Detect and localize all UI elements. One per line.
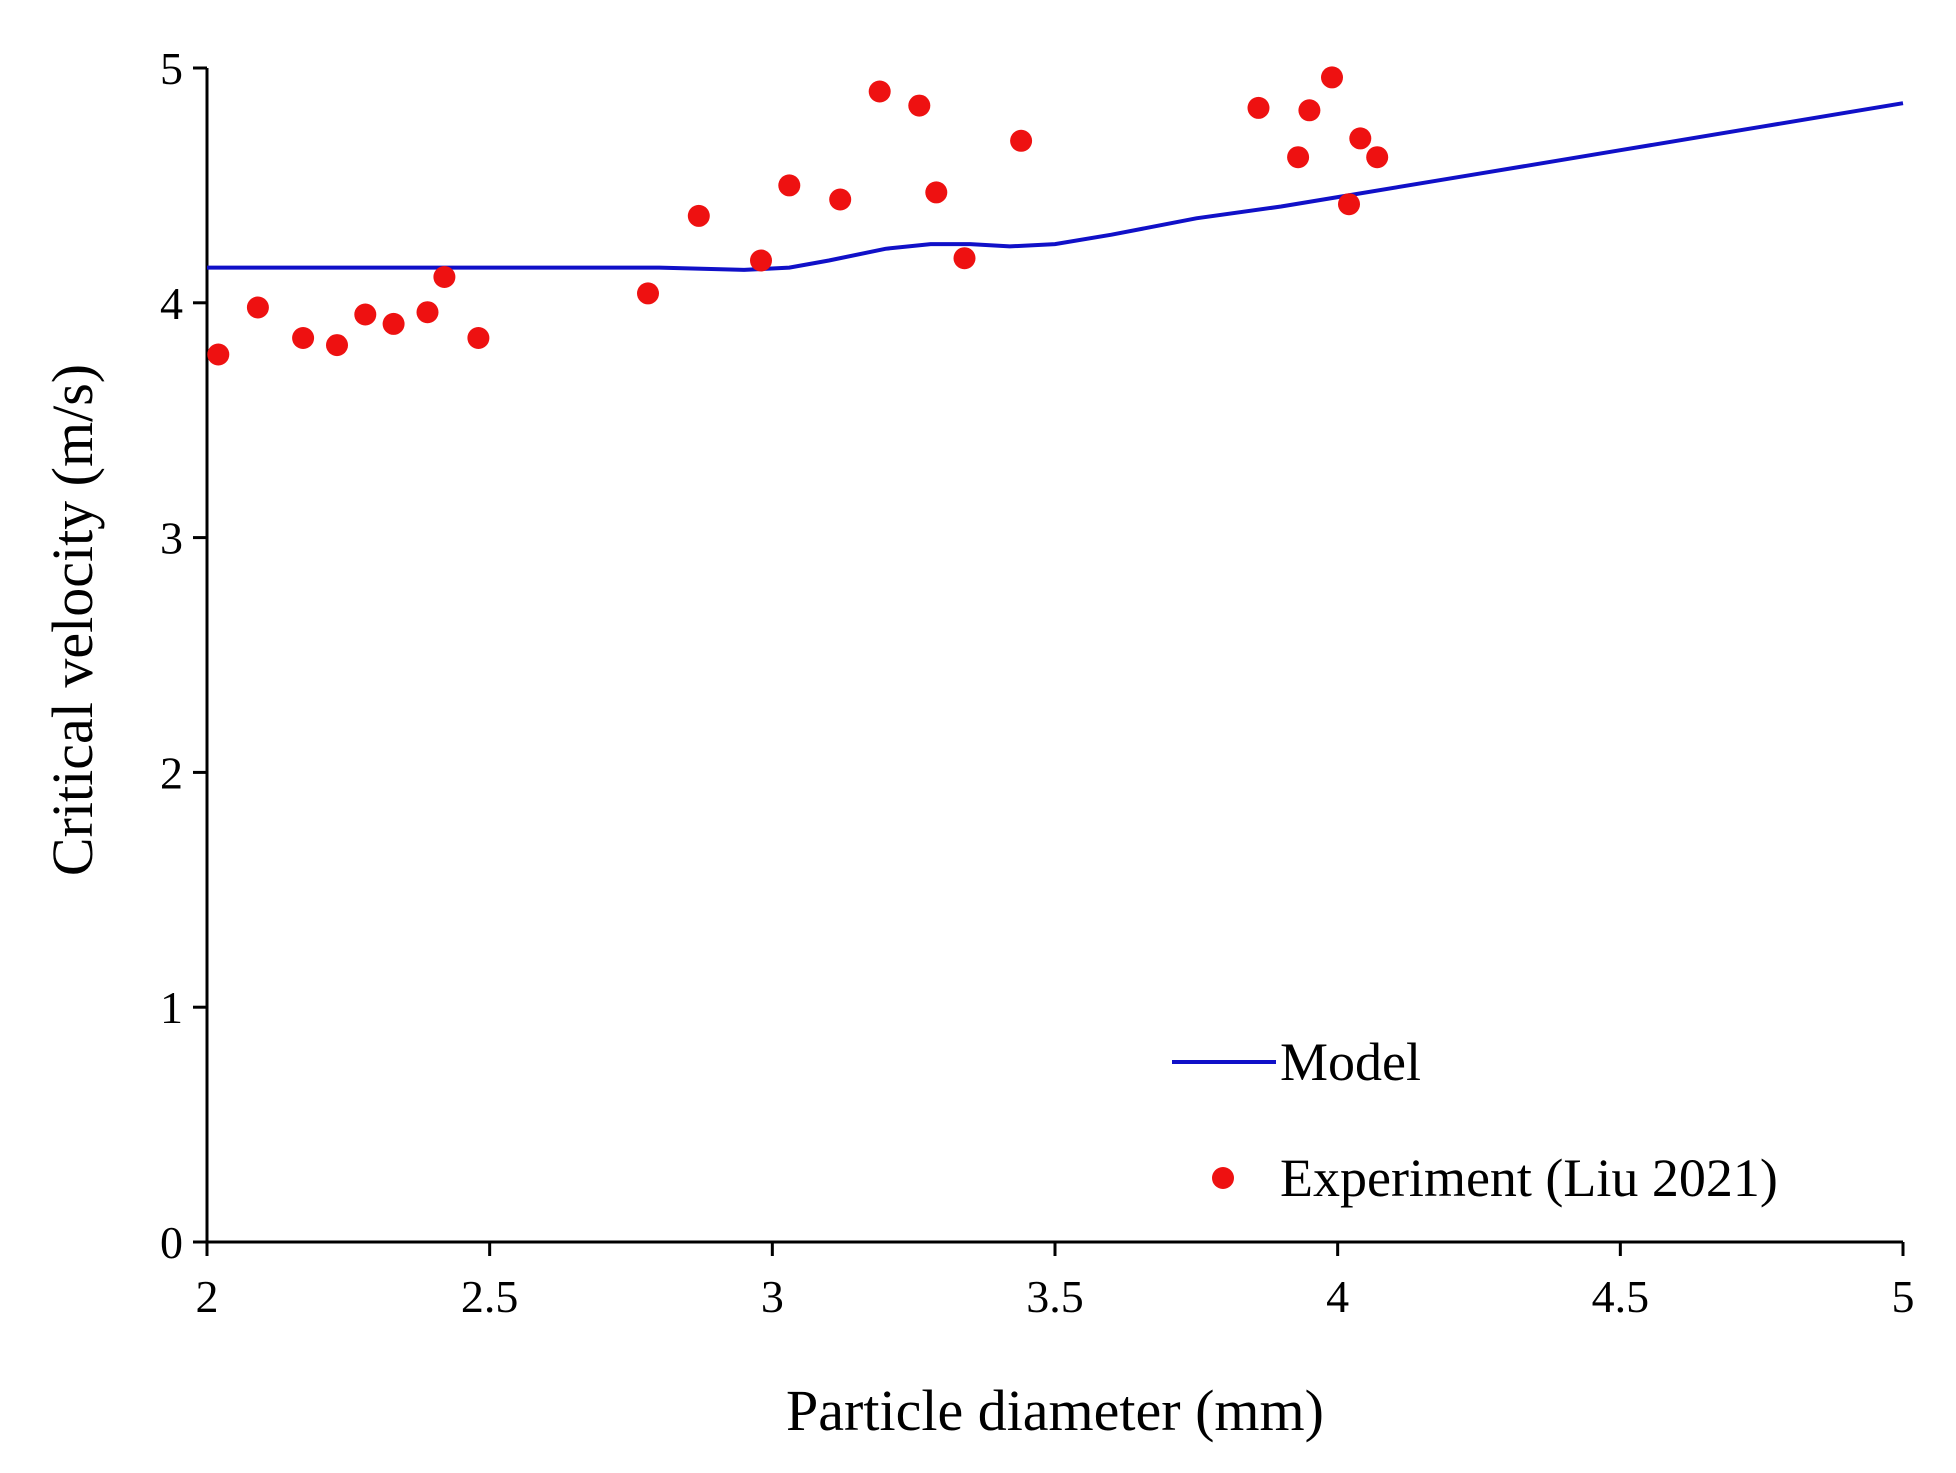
legend-model-label: Model — [1280, 1032, 1421, 1092]
x-axis-ticks: 2 2.5 3 3.5 4 4.5 5 — [196, 1242, 1915, 1322]
experiment-point — [354, 303, 377, 326]
experiment-point — [1298, 99, 1321, 122]
experiment-point — [1287, 146, 1310, 169]
model-series-line — [207, 101, 1904, 272]
x-tick-label: 4 — [1326, 1271, 1349, 1322]
x-tick-label: 2.5 — [461, 1271, 519, 1322]
y-axis-ticks: 0 1 2 3 4 5 — [160, 43, 207, 1268]
experiment-point — [829, 188, 852, 211]
y-tick-label: 3 — [160, 513, 183, 564]
y-tick-label: 5 — [160, 43, 183, 94]
experiment-point — [750, 249, 772, 272]
y-axis-title: Critical velocity (m/s) — [40, 364, 105, 876]
experiment-point — [1366, 146, 1389, 169]
experiment-point — [908, 94, 931, 117]
experiment-point — [246, 296, 269, 319]
experiment-point — [467, 327, 490, 349]
experiment-point — [207, 343, 230, 366]
experiment-point — [925, 181, 948, 204]
experiment-point — [868, 80, 891, 103]
experiment-point — [1010, 129, 1033, 152]
experiment-series-points — [207, 66, 1389, 366]
experiment-point — [1247, 96, 1270, 119]
x-axis-title: Particle diameter (mm) — [786, 1378, 1324, 1443]
experiment-point — [1321, 66, 1343, 89]
experiment-point — [416, 301, 439, 324]
experiment-point — [1349, 127, 1372, 150]
y-tick-label: 4 — [160, 278, 183, 329]
experiment-point — [326, 334, 348, 357]
experiment-point — [953, 247, 976, 270]
experiment-point — [1338, 193, 1360, 216]
experiment-point — [637, 282, 659, 305]
y-tick-label: 2 — [160, 747, 183, 798]
legend-experiment-marker — [1212, 1167, 1234, 1189]
plot-area: 0 1 2 3 4 5 2 2.5 3 3.5 4 4.5 5 — [160, 43, 1915, 1322]
y-tick-label: 1 — [160, 982, 183, 1033]
x-tick-label: 4.5 — [1592, 1271, 1650, 1322]
x-tick-label: 5 — [1892, 1271, 1915, 1322]
experiment-point — [778, 174, 801, 197]
experiment-point — [292, 327, 315, 349]
x-tick-label: 3.5 — [1026, 1271, 1084, 1322]
x-tick-label: 2 — [196, 1271, 219, 1322]
experiment-point — [382, 312, 405, 335]
legend-experiment-label: Experiment (Liu 2021) — [1280, 1148, 1778, 1208]
experiment-point — [687, 204, 710, 227]
legend: Model Experiment (Liu 2021) — [1172, 1032, 1778, 1208]
x-tick-label: 3 — [761, 1271, 784, 1322]
y-tick-label: 0 — [160, 1217, 183, 1268]
experiment-point — [433, 266, 456, 288]
